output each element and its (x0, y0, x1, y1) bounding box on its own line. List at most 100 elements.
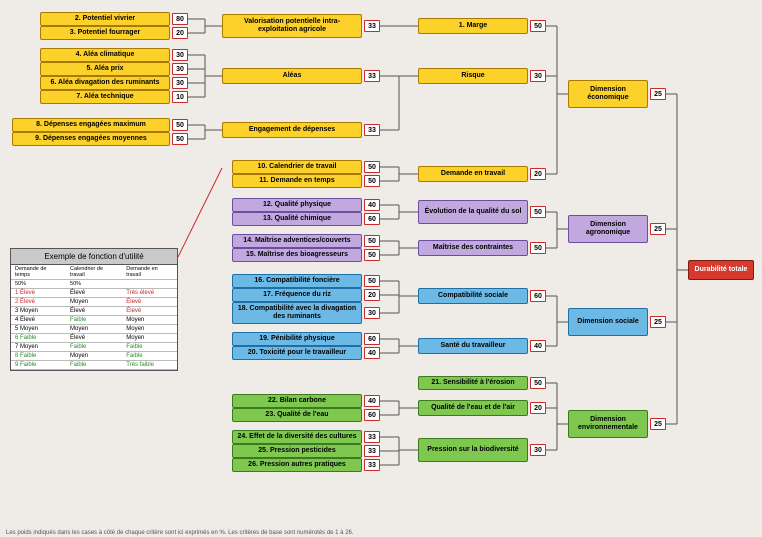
node-compsoc: Compatibilité sociale (418, 288, 528, 304)
utility-table-grid: Demande de tempsCalendrier de travailDem… (11, 265, 177, 370)
weight-n2: 80 (172, 13, 188, 25)
weight-n21: 50 (530, 377, 546, 389)
node-dimeco: Dimension économique (568, 80, 648, 108)
utility-row: 8 FaibleMoyenFaible (11, 352, 177, 361)
node-n17: 17. Fréquence du riz (232, 288, 362, 302)
utility-cell: Élevé (122, 307, 177, 316)
utility-col-header: Demande en travail (122, 265, 177, 280)
node-risque: Risque (418, 68, 528, 84)
weight-maitc: 50 (530, 242, 546, 254)
node-n26: 26. Pression autres pratiques (232, 458, 362, 472)
utility-cell: Élevé (66, 289, 122, 298)
weight-n20: 40 (364, 347, 380, 359)
weight-demtrav: 20 (530, 168, 546, 180)
node-n15: 15. Maîtrise des bioagresseurs (232, 248, 362, 262)
utility-row: 1 ÉlevéÉlevéTrès élevé (11, 289, 177, 298)
utility-cell: Moyen (122, 334, 177, 343)
utility-cell: Moyen (122, 316, 177, 325)
node-n24: 24. Effet de la diversité des cultures (232, 430, 362, 444)
node-evsol: Évolution de la qualité du sol (418, 200, 528, 224)
utility-cell: Faible (122, 343, 177, 352)
weight-n18: 30 (364, 307, 380, 319)
weight-n4: 30 (172, 49, 188, 61)
weight-n3: 20 (172, 27, 188, 39)
weight-n19: 60 (364, 333, 380, 345)
weight-n6: 30 (172, 77, 188, 89)
node-dimsoc: Dimension sociale (568, 308, 648, 336)
node-demtrav: Demande en travail (418, 166, 528, 182)
weight-n14: 50 (364, 235, 380, 247)
utility-cell: Moyen (66, 298, 122, 307)
weight-biodiv: 30 (530, 444, 546, 456)
node-qeau: Qualité de l'eau et de l'air (418, 400, 528, 416)
node-val: Valorisation potentielle intra-exploitat… (222, 14, 362, 38)
utility-cell: 4 Élevé (11, 316, 66, 325)
utility-row: 7 MoyenFaibleFaible (11, 343, 177, 352)
weight-sante: 40 (530, 340, 546, 352)
weight-dimsoc: 25 (650, 316, 666, 328)
weight-n10: 50 (364, 161, 380, 173)
weight-n25: 33 (364, 445, 380, 457)
node-n14: 14. Maîtrise adventices/couverts (232, 234, 362, 248)
node-n3: 3. Potentiel fourrager (40, 26, 170, 40)
footnote: Les poids indiqués dans les cases à côté… (6, 530, 354, 536)
weight-compsoc: 60 (530, 290, 546, 302)
node-n25: 25. Pression pesticides (232, 444, 362, 458)
utility-cell: Faible (66, 343, 122, 352)
utility-row: 3 MoyenÉlevéÉlevé (11, 307, 177, 316)
node-n5: 5. Aléa prix (40, 62, 170, 76)
weight-n16: 50 (364, 275, 380, 287)
node-sante: Santé du travailleur (418, 338, 528, 354)
utility-cell: 2 Élevé (11, 298, 66, 307)
weight-n12: 40 (364, 199, 380, 211)
weight-aleas: 33 (364, 70, 380, 82)
weight-risque: 30 (530, 70, 546, 82)
node-n19: 19. Pénibilité physique (232, 332, 362, 346)
node-n23: 23. Qualité de l'eau (232, 408, 362, 422)
node-n21: 21. Sensibilité à l'érosion (418, 376, 528, 390)
weight-eng: 33 (364, 124, 380, 136)
utility-cell: Faible (122, 352, 177, 361)
utility-cell: Très faible (122, 361, 177, 370)
node-n13: 13. Qualité chimique (232, 212, 362, 226)
weight-val: 33 (364, 20, 380, 32)
utility-col-subheader (122, 280, 177, 289)
weight-n5: 30 (172, 63, 188, 75)
node-n8: 8. Dépenses engagées maximum (12, 118, 170, 132)
utility-cell: Élevé (122, 298, 177, 307)
utility-cell: Élevé (66, 334, 122, 343)
utility-row: 6 FaibleÉlevéMoyen (11, 334, 177, 343)
weight-dimeco: 25 (650, 88, 666, 100)
weight-evsol: 50 (530, 206, 546, 218)
utility-cell: Élevé (66, 307, 122, 316)
utility-cell: 3 Moyen (11, 307, 66, 316)
node-aleas: Aléas (222, 68, 362, 84)
node-eng: Engagement de dépenses (222, 122, 362, 138)
node-biodiv: Pression sur la biodiversité (418, 438, 528, 462)
utility-col-header: Calendrier de travail (66, 265, 122, 280)
node-n16: 16. Compatibilité foncière (232, 274, 362, 288)
utility-table: Exemple de fonction d'utilitéDemande de … (10, 248, 178, 371)
utility-cell: Faible (66, 361, 122, 370)
node-dimenv: Dimension environnementale (568, 410, 648, 438)
diagram-canvas: Les poids indiqués dans les cases à côté… (0, 0, 762, 537)
utility-table-title: Exemple de fonction d'utilité (11, 249, 177, 265)
node-n22: 22. Bilan carbone (232, 394, 362, 408)
node-n20: 20. Toxicité pour le travailleur (232, 346, 362, 360)
utility-col-subheader: 50% (66, 280, 122, 289)
utility-row: 4 ÉlevéFaibleMoyen (11, 316, 177, 325)
node-n9: 9. Dépenses engagées moyennes (12, 132, 170, 146)
weight-n26: 33 (364, 459, 380, 471)
weight-n17: 20 (364, 289, 380, 301)
weight-marge: 50 (530, 20, 546, 32)
utility-cell: 7 Moyen (11, 343, 66, 352)
utility-cell: 6 Faible (11, 334, 66, 343)
weight-n11: 50 (364, 175, 380, 187)
weight-n23: 60 (364, 409, 380, 421)
node-n4: 4. Aléa climatique (40, 48, 170, 62)
utility-col-subheader: 50% (11, 280, 66, 289)
weight-n15: 50 (364, 249, 380, 261)
node-dur: Durabilité totale (688, 260, 754, 280)
node-marge: 1. Marge (418, 18, 528, 34)
node-maitc: Maîtrise des contraintes (418, 240, 528, 256)
